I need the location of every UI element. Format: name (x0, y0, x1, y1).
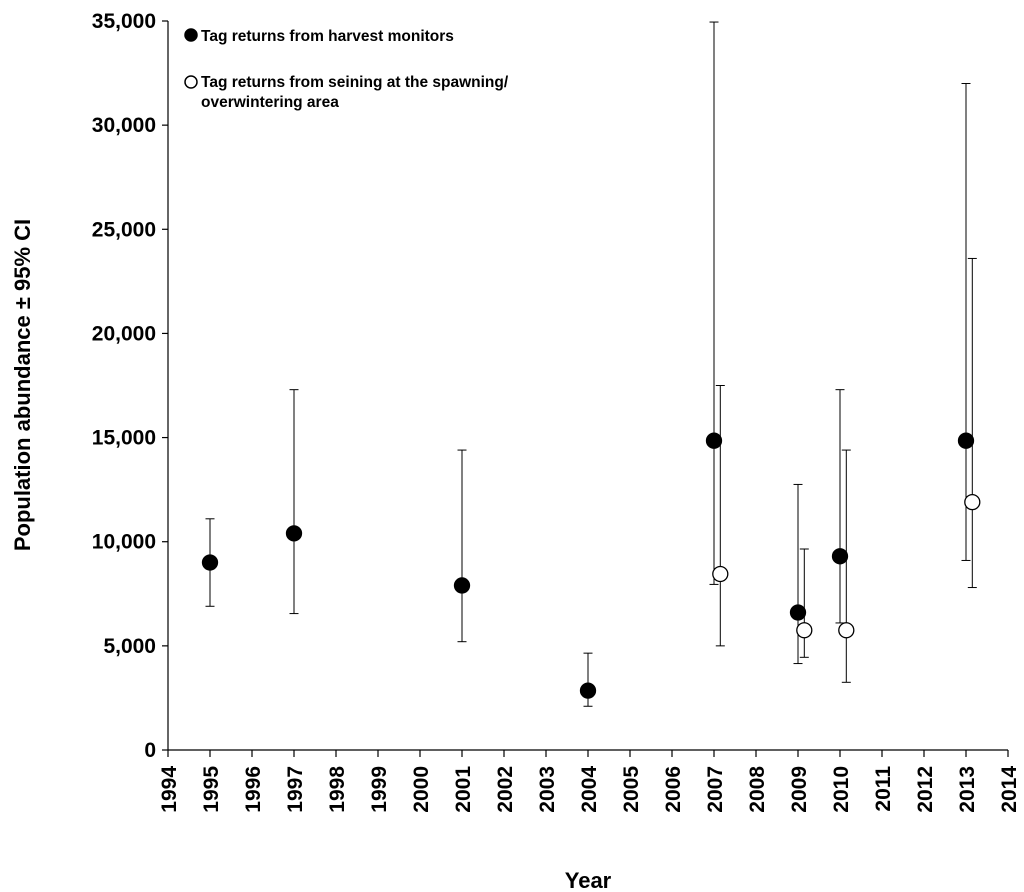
data-point-filled (957, 432, 975, 449)
y-tick-label: 30,000 (92, 114, 156, 137)
x-tick-label: 2001 (452, 766, 475, 813)
data-point-filled (453, 577, 471, 594)
x-tick-label: 1996 (242, 766, 265, 813)
data-point-filled (705, 432, 723, 449)
y-tick-label: 5,000 (103, 635, 156, 658)
y-tick-label: 35,000 (92, 10, 156, 33)
data-marks (201, 21, 981, 707)
x-tick-label: 2009 (788, 766, 811, 813)
x-tick-label: 1994 (158, 766, 181, 813)
x-axis-ticks: 1994 1995 1996 1997 1998 1999 2000 2001 2002 2003… (158, 750, 1021, 813)
data-point-open (838, 622, 855, 639)
series-harvest-monitors (201, 21, 975, 707)
y-tick-label: 10,000 (92, 531, 156, 554)
data-point-filled (201, 554, 219, 571)
x-tick-label: 2003 (536, 766, 559, 813)
legend-label-seining-line-2: overwintering area (201, 94, 339, 111)
y-tick-label: 0 (144, 739, 156, 762)
series-seining (712, 257, 981, 683)
x-tick-label: 2011 (872, 766, 895, 812)
legend-marker-seining (184, 75, 198, 89)
x-tick-label: 2010 (830, 766, 853, 813)
legend-marker-harvest-monitors (184, 28, 198, 42)
x-tick-label: 2012 (914, 766, 937, 813)
data-point-open (712, 565, 729, 583)
x-tick-label: 1998 (326, 766, 349, 813)
y-tick-label: 15,000 (92, 427, 156, 450)
data-point-filled (285, 525, 303, 542)
x-tick-label: 2007 (704, 766, 727, 813)
x-tick-label: 2005 (620, 766, 643, 813)
data-point-open (964, 493, 981, 511)
y-axis-title: Population abundance ± 95% CI (10, 219, 35, 551)
x-tick-label: 2002 (494, 766, 517, 813)
x-tick-label: 2013 (956, 766, 979, 813)
legend-label-harvest-monitors: Tag returns from harvest monitors (201, 28, 454, 45)
x-tick-label: 2008 (746, 766, 769, 813)
data-point-filled (579, 682, 597, 699)
axes (167, 21, 1008, 751)
data-point-open (796, 622, 813, 639)
y-axis-ticks: 0 5,000 10,000 15,000 20,000 25,000 30,000 35,0… (92, 10, 168, 762)
y-tick-label: 25,000 (92, 218, 156, 241)
x-tick-label: 1997 (284, 766, 307, 813)
y-tick-label: 20,000 (92, 322, 156, 345)
legend-label-seining-line-1: Tag returns from seining at the spawning… (201, 74, 509, 91)
data-point-filled (789, 604, 807, 621)
x-tick-label: 1995 (200, 766, 223, 813)
data-point-filled (831, 548, 849, 565)
x-tick-label: 2014 (998, 766, 1021, 813)
legend: Tag returns from harvest monitors Tag re… (184, 28, 509, 111)
x-tick-label: 2006 (662, 766, 685, 813)
x-axis-title: Year (565, 868, 612, 892)
x-tick-label: 2004 (578, 766, 601, 813)
x-tick-label: 1999 (368, 766, 391, 813)
x-tick-label: 2000 (410, 766, 433, 813)
